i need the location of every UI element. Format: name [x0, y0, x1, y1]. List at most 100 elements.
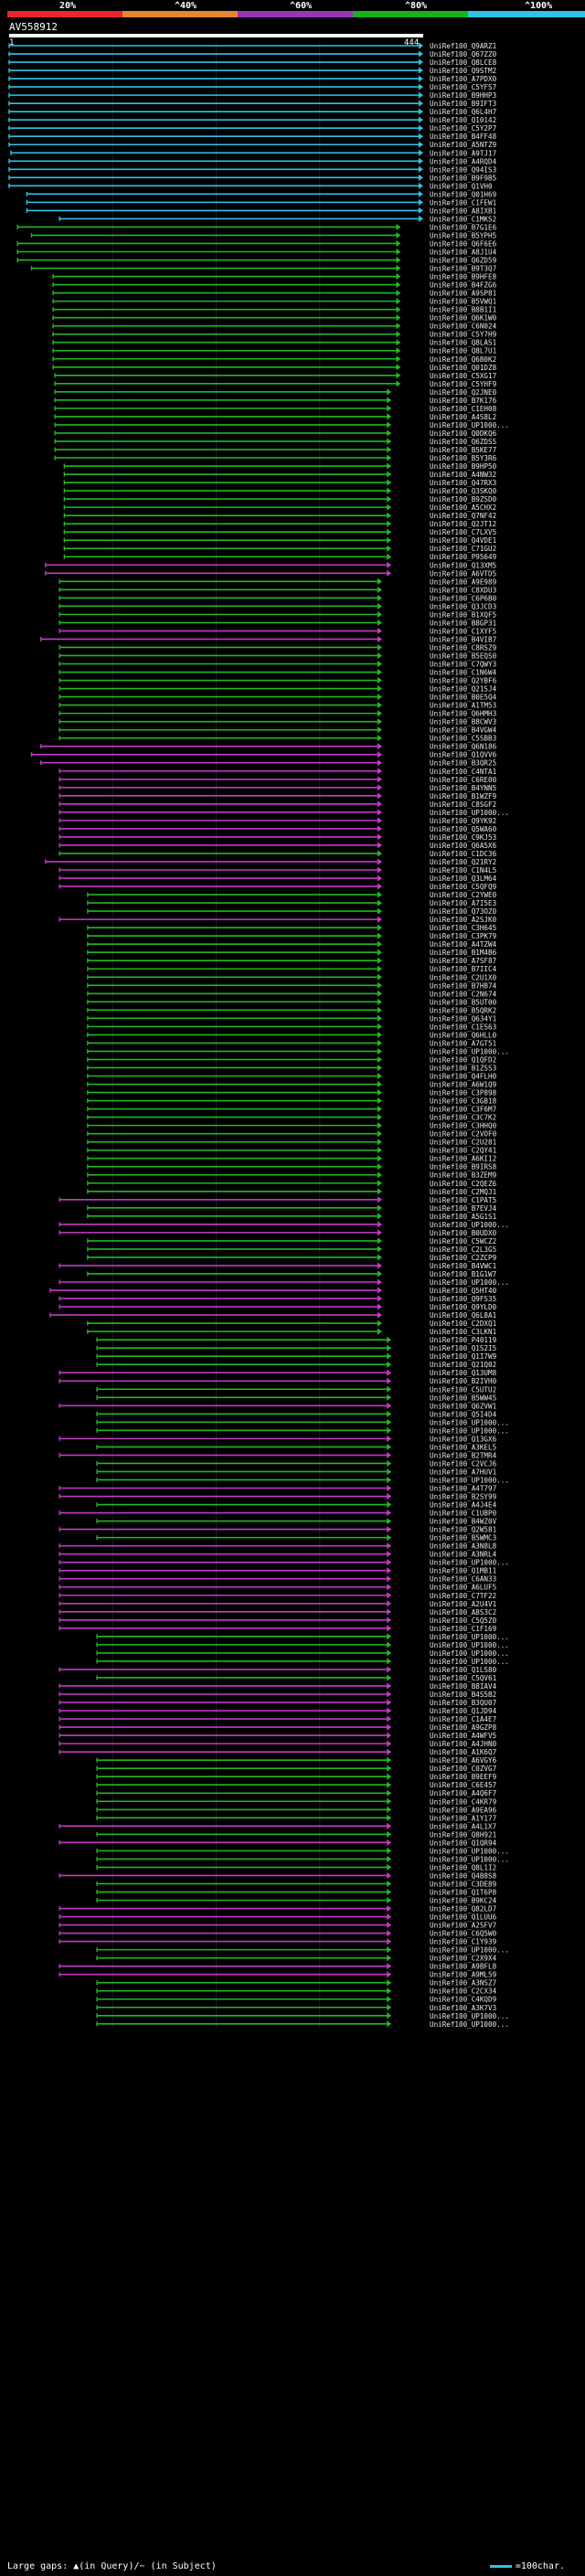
- hit-label[interactable]: UniRef100_C1N4L5: [430, 866, 496, 875]
- hit-label[interactable]: UniRef100_C8XDU3: [430, 586, 496, 594]
- hit-label[interactable]: UniRef100_C0ZVG7: [430, 1765, 496, 1773]
- hit-row[interactable]: UniRef100_Q2YBF6: [58, 677, 497, 685]
- hit-label[interactable]: UniRef100_A7HUV1: [430, 1468, 497, 1476]
- hit-row[interactable]: UniRef100_UP1000...: [96, 1426, 509, 1435]
- hit-row[interactable]: UniRef100_C3H645: [87, 924, 496, 932]
- hit-row[interactable]: UniRef100_B4FZG6: [52, 281, 497, 290]
- hit-row[interactable]: UniRef100_Q9FS35: [58, 1295, 496, 1303]
- hit-label[interactable]: UniRef100_UP1000...: [430, 1649, 509, 1658]
- hit-row[interactable]: UniRef100_UP1000...: [96, 1641, 509, 1649]
- hit-row[interactable]: UniRef100_C6Q5W0: [58, 1930, 497, 1938]
- hit-row[interactable]: UniRef100_Q6B0K2: [52, 355, 496, 364]
- hit-row[interactable]: UniRef100_C1EH08: [54, 405, 497, 413]
- hit-label[interactable]: UniRef100_UP1000...: [430, 1047, 509, 1055]
- hit-label[interactable]: UniRef100_A3NRL4: [430, 1551, 497, 1559]
- hit-row[interactable]: UniRef100_C3GB18: [87, 1097, 497, 1106]
- hit-row[interactable]: UniRef100_B8B1I1: [52, 306, 497, 314]
- hit-row[interactable]: UniRef100_B7G1E6: [16, 223, 497, 231]
- hit-label[interactable]: UniRef100_Q1VH0: [430, 182, 493, 190]
- hit-row[interactable]: UniRef100_C9KJ53: [58, 833, 496, 842]
- hit-row[interactable]: UniRef100_B7K176: [54, 397, 497, 405]
- hit-row[interactable]: UniRef100_A2U4V1: [58, 1600, 497, 1608]
- hit-label[interactable]: UniRef100_Q73OZ0: [430, 907, 497, 916]
- hit-label[interactable]: UniRef100_C2U281: [430, 1139, 497, 1147]
- hit-row[interactable]: UniRef100_C1XYF5: [58, 627, 496, 635]
- hit-label[interactable]: UniRef100_Q4B8S8: [430, 1871, 497, 1880]
- hit-label[interactable]: UniRef100_A6VGY6: [430, 1756, 497, 1765]
- hit-label[interactable]: UniRef100_Q2JNE0: [430, 388, 497, 397]
- hit-label[interactable]: UniRef100_A3KEL5: [430, 1443, 496, 1451]
- hit-row[interactable]: UniRef100_A5CHX2: [63, 504, 496, 512]
- hit-label[interactable]: UniRef100_UP1000...: [430, 809, 509, 817]
- hit-row[interactable]: UniRef100_UP1000...: [54, 421, 509, 429]
- hit-label[interactable]: UniRef100_C3P898: [430, 1089, 497, 1097]
- hit-label[interactable]: UniRef100_C7QWY3: [430, 661, 496, 669]
- hit-label[interactable]: UniRef100_B1XQF5: [430, 610, 496, 619]
- hit-label[interactable]: UniRef100_Q6K1W0: [430, 314, 497, 323]
- hit-label[interactable]: UniRef100_B1G1W7: [430, 1270, 496, 1278]
- hit-label[interactable]: UniRef100_C5Y2P7: [430, 124, 496, 133]
- hit-row[interactable]: UniRef100_B0E5Q4: [58, 694, 497, 702]
- hit-row[interactable]: UniRef100_C2U281: [87, 1139, 497, 1147]
- hit-row[interactable]: UniRef100_Q1QFD2: [87, 1055, 496, 1064]
- hit-label[interactable]: UniRef100_Q13UM8: [430, 1369, 497, 1377]
- hit-row[interactable]: UniRef100_Q8H921: [96, 1830, 497, 1839]
- hit-label[interactable]: UniRef100_Q01H69: [430, 190, 497, 198]
- hit-row[interactable]: UniRef100_UP1000...: [96, 1855, 509, 1863]
- hit-label[interactable]: UniRef100_UP1000...: [430, 1641, 509, 1649]
- hit-label[interactable]: UniRef100_Q8LCE8: [430, 58, 497, 67]
- hit-row[interactable]: UniRef100_C2N674: [87, 990, 497, 998]
- hit-row[interactable]: UniRef100_UP1000...: [58, 1559, 509, 1567]
- hit-row[interactable]: UniRef100_A4S8L2: [54, 413, 496, 421]
- hit-row[interactable]: UniRef100_Q4B8S8: [58, 1871, 497, 1880]
- hit-label[interactable]: UniRef100_A1TM53: [430, 702, 496, 710]
- hit-row[interactable]: UniRef100_A4T797: [58, 1485, 496, 1493]
- hit-row[interactable]: UniRef100_B5YPH5: [30, 231, 497, 239]
- hit-row[interactable]: UniRef100_UP1000...: [58, 1278, 509, 1287]
- hit-label[interactable]: UniRef100_UP1000...: [430, 1278, 509, 1287]
- hit-label[interactable]: UniRef100_C6E457: [430, 1781, 496, 1789]
- hit-row[interactable]: UniRef100_Q6L8A1: [49, 1311, 497, 1320]
- hit-row[interactable]: UniRef100_C5QV61: [96, 1674, 497, 1682]
- hit-row[interactable]: UniRef100_Q6ZD59: [16, 257, 497, 265]
- hit-row[interactable]: UniRef100_B2TMR4: [58, 1451, 497, 1459]
- hit-row[interactable]: UniRef100_Q0DKQ6: [54, 429, 497, 438]
- hit-label[interactable]: UniRef100_C3GB18: [430, 1097, 497, 1106]
- hit-row[interactable]: UniRef100_B9IFT3: [8, 100, 496, 108]
- hit-row[interactable]: UniRef100_UP1000...: [96, 1418, 509, 1426]
- hit-row[interactable]: UniRef100_A7SF87: [87, 957, 496, 965]
- hit-label[interactable]: UniRef100_Q5WA60: [430, 825, 497, 833]
- hit-row[interactable]: UniRef100_B1M4B6: [87, 949, 497, 957]
- hit-label[interactable]: UniRef100_A7PDX0: [430, 75, 497, 83]
- hit-row[interactable]: UniRef100_UP1000...: [58, 809, 509, 817]
- hit-row[interactable]: UniRef100_Q82LD7: [58, 1905, 496, 1913]
- hit-row[interactable]: UniRef100_B4VWC1: [58, 1262, 497, 1270]
- hit-label[interactable]: UniRef100_B4WZ0V: [430, 1518, 497, 1526]
- hit-label[interactable]: UniRef100_Q7NF42: [430, 512, 496, 520]
- hit-row[interactable]: UniRef100_Q3LM64: [58, 875, 497, 883]
- hit-row[interactable]: UniRef100_Q6F6E6: [16, 239, 497, 248]
- hit-row[interactable]: UniRef100_A8IXB1: [26, 207, 497, 215]
- hit-row[interactable]: UniRef100_Q7NF42: [63, 512, 496, 520]
- hit-row[interactable]: UniRef100_A9GZP8: [58, 1723, 497, 1732]
- hit-label[interactable]: UniRef100_Q1QVV6: [430, 751, 497, 759]
- hit-row[interactable]: UniRef100_Q67ZZ0: [8, 50, 497, 58]
- hit-row[interactable]: UniRef100_B4FF48: [8, 133, 497, 141]
- hit-label[interactable]: UniRef100_Q1JD94: [430, 1707, 497, 1715]
- hit-label[interactable]: UniRef100_A5G1S1: [430, 1213, 497, 1221]
- hit-row[interactable]: UniRef100_A6VGY6: [96, 1756, 497, 1765]
- hit-label[interactable]: UniRef100_Q5HT40: [430, 1287, 497, 1295]
- hit-label[interactable]: UniRef100_C2N674: [430, 990, 497, 998]
- hit-row[interactable]: UniRef100_A7PDX0: [8, 75, 497, 83]
- hit-label[interactable]: UniRef100_C5YHF9: [430, 380, 497, 388]
- hit-label[interactable]: UniRef100_B5EQS0: [430, 652, 497, 660]
- hit-label[interactable]: UniRef100_B5Y3R6: [430, 454, 497, 462]
- hit-label[interactable]: UniRef100_Q634Y1: [430, 1014, 497, 1023]
- hit-label[interactable]: UniRef100_Q47RX3: [430, 479, 496, 487]
- hit-label[interactable]: UniRef100_B8IAV4: [430, 1682, 497, 1691]
- hit-label[interactable]: UniRef100_B5WMC3: [430, 1534, 496, 1542]
- hit-row[interactable]: UniRef100_Q47RX3: [63, 479, 496, 487]
- hit-label[interactable]: UniRef100_C3H645: [430, 924, 496, 932]
- hit-row[interactable]: UniRef100_Q1MB11: [58, 1567, 497, 1575]
- hit-row[interactable]: UniRef100_B1G1W7: [87, 1270, 496, 1278]
